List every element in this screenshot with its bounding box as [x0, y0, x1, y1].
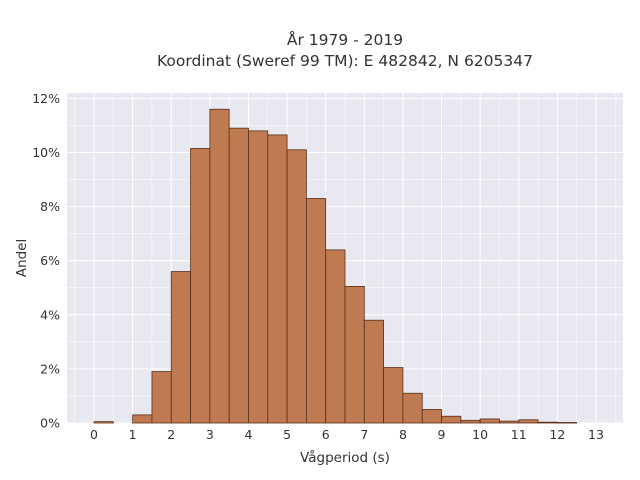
histogram-bar [132, 414, 153, 424]
x-tick-label: 3 [206, 427, 214, 442]
x-tick-label: 11 [511, 427, 527, 442]
y-tick-label: 0% [40, 416, 60, 431]
chart-title-line-2: Koordinat (Sweref 99 TM): E 482842, N 62… [157, 52, 533, 70]
histogram-bar [305, 198, 327, 424]
x-tick-label: 9 [438, 427, 446, 442]
histogram-bar [460, 419, 481, 424]
x-tick-label: 13 [588, 427, 604, 442]
y-tick-label: 2% [40, 361, 60, 376]
histogram-bar [537, 421, 558, 424]
x-tick-label: 1 [129, 427, 137, 442]
y-tick-label: 4% [40, 307, 60, 322]
histogram-bar [344, 286, 365, 424]
histogram-bar [441, 415, 462, 424]
y-tick-label: 6% [40, 253, 60, 268]
histogram-bar [363, 319, 385, 424]
histogram-bar [556, 422, 578, 424]
histogram-bar [499, 420, 520, 424]
histogram-bar [479, 418, 500, 424]
x-tick-labels: 0 1 2 3 4 5 6 7 8 9 10 11 12 13 [90, 427, 604, 442]
x-tick-label: 0 [90, 427, 98, 442]
x-tick-label: 2 [167, 427, 175, 442]
histogram-bar [402, 392, 423, 424]
histogram-bar [421, 409, 442, 424]
histogram-bar [267, 134, 288, 424]
x-tick-label: 4 [244, 427, 252, 442]
y-axis-label: Andel [14, 239, 30, 277]
y-tick-label: 10% [32, 145, 60, 160]
bars [93, 108, 578, 424]
x-tick-label: 7 [360, 427, 368, 442]
x-tick-label: 12 [549, 427, 565, 442]
x-tick-label: 10 [472, 427, 488, 442]
chart-title-line-1: År 1979 - 2019 [287, 30, 403, 49]
histogram-bar [228, 127, 249, 424]
histogram-bar [248, 130, 269, 424]
histogram-bar [286, 149, 307, 424]
y-tick-labels: 0% 2% 4% 6% 8% 10% 12% [32, 91, 60, 431]
histogram-bar [93, 421, 114, 424]
y-tick-label: 8% [40, 199, 60, 214]
histogram-bar [209, 108, 230, 424]
x-axis-label: Vågperiod (s) [300, 449, 390, 466]
x-tick-label: 8 [399, 427, 407, 442]
histogram-bar [383, 367, 404, 424]
y-tick-label: 12% [32, 91, 60, 106]
histogram-bar [170, 271, 191, 424]
x-tick-label: 5 [283, 427, 291, 442]
histogram-bar [190, 148, 211, 424]
histogram-bar [325, 249, 346, 424]
histogram-bar [151, 371, 172, 424]
histogram-bar [518, 419, 539, 424]
x-tick-label: 6 [322, 427, 330, 442]
